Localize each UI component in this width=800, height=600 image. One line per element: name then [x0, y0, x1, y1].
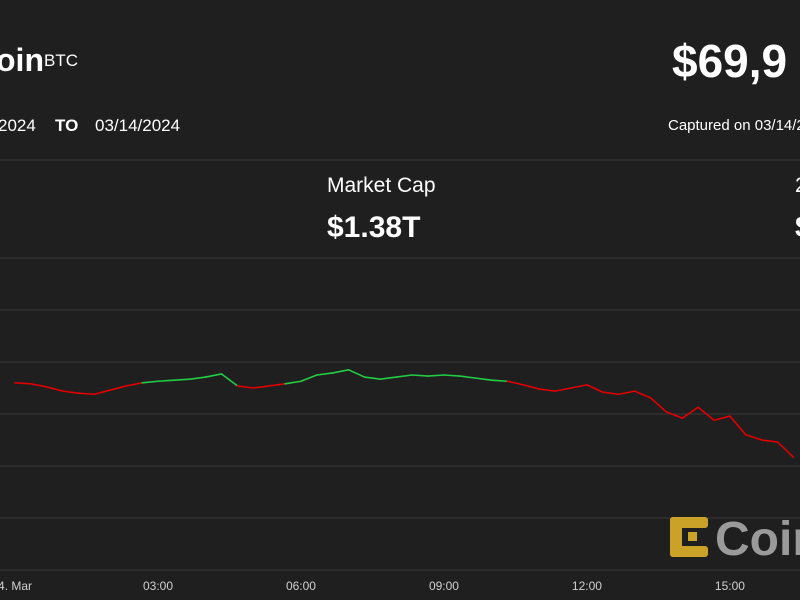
price-line	[586, 384, 604, 393]
x-tick-label: 15:00	[715, 579, 745, 593]
price-line	[363, 376, 382, 380]
price-line	[490, 379, 509, 383]
price-line	[745, 433, 763, 441]
stat-value: $	[795, 211, 800, 244]
price-line	[77, 392, 96, 396]
price-line	[109, 385, 128, 391]
price-line	[554, 387, 572, 392]
price-line	[633, 390, 652, 399]
price-line	[300, 374, 318, 383]
x-tick-label: 12:00	[572, 579, 602, 593]
logo-icon	[670, 517, 708, 557]
price-line	[474, 377, 493, 382]
price-line	[776, 441, 795, 458]
price-line	[141, 380, 159, 384]
price-line	[665, 411, 684, 419]
price-line	[395, 374, 413, 378]
price-line	[173, 378, 191, 382]
price-line	[379, 376, 398, 380]
price-line	[697, 406, 715, 422]
price-line	[268, 383, 286, 387]
x-tick-label: 03:00	[143, 579, 173, 593]
price-line	[61, 390, 80, 395]
price-line	[252, 385, 270, 389]
price-line	[157, 379, 175, 383]
price-line	[284, 380, 302, 385]
logo-text: Coin	[715, 513, 800, 566]
price-line	[459, 375, 477, 379]
range-to-label: TO	[55, 116, 78, 135]
captured-date: Captured on 03/14/2	[668, 117, 800, 134]
price-line	[220, 373, 239, 387]
coin-symbol: BTC	[44, 51, 78, 70]
price-line	[443, 374, 461, 377]
x-tick-label: 06:00	[286, 579, 316, 593]
range-to: 03/14/2024	[95, 116, 180, 135]
price-line	[188, 376, 207, 380]
price-line	[538, 388, 556, 392]
price-line	[713, 415, 731, 422]
price: $69,9	[672, 35, 787, 87]
price-line	[204, 373, 223, 378]
price-line	[427, 374, 445, 377]
price-line	[331, 368, 350, 374]
price-line	[649, 397, 668, 413]
price-line	[411, 374, 429, 377]
price-line	[93, 389, 112, 396]
price-line	[617, 390, 636, 396]
plot: 4. Mar 03:00 06:00 09:00 12:00 15:00	[0, 257, 800, 593]
price-line	[347, 368, 366, 378]
price-line	[729, 415, 747, 436]
price-line	[506, 380, 525, 386]
stat-label: 2	[795, 174, 800, 197]
price-line	[30, 383, 48, 388]
price-line	[14, 381, 32, 385]
price-line	[760, 439, 779, 443]
stat-value: $1.38T	[327, 211, 420, 244]
x-tick-label: 4. Mar	[0, 579, 32, 593]
price-line	[522, 384, 541, 390]
range-from: 2024	[0, 116, 36, 135]
price-line	[316, 372, 334, 376]
x-tick-label: 09:00	[429, 579, 459, 593]
price-line	[681, 406, 699, 419]
stat-label: Market Cap	[327, 174, 436, 197]
price-line	[602, 391, 620, 396]
coin-name: oin	[0, 42, 44, 78]
price-line	[570, 384, 588, 389]
price-line	[46, 386, 64, 392]
price-line	[236, 385, 255, 389]
price-line	[125, 381, 143, 387]
